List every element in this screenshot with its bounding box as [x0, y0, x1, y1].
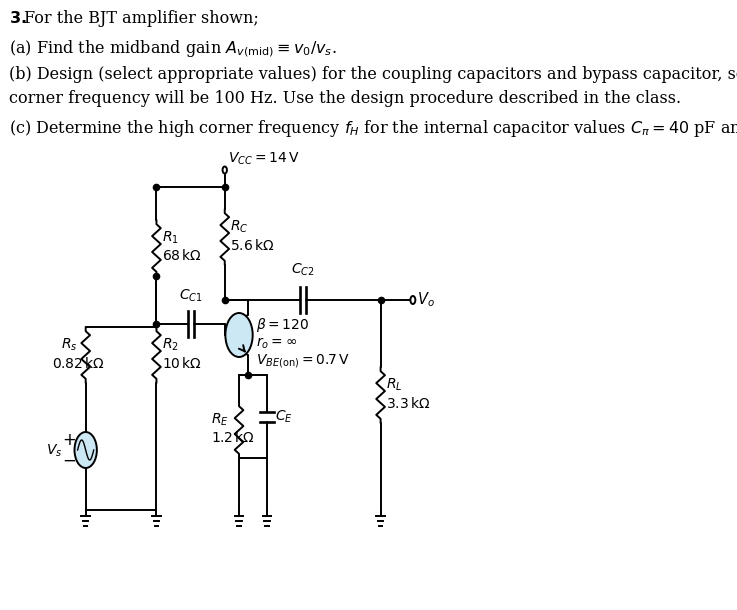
Text: +: +: [63, 431, 77, 449]
Text: $V_s$: $V_s$: [46, 443, 62, 459]
Text: corner frequency will be 100 Hz. Use the design procedure described in the class: corner frequency will be 100 Hz. Use the…: [9, 90, 681, 107]
Text: $10\,\mathrm{k}\Omega$: $10\,\mathrm{k}\Omega$: [162, 356, 202, 370]
Text: $C_{C2}$: $C_{C2}$: [291, 262, 315, 278]
Text: $V_{CC} = 14\,\mathrm{V}$: $V_{CC} = 14\,\mathrm{V}$: [228, 151, 300, 167]
Text: $R_L$: $R_L$: [386, 377, 402, 393]
Circle shape: [226, 313, 253, 357]
Circle shape: [223, 167, 227, 173]
Text: $-$: $-$: [63, 451, 77, 469]
Text: $r_o = \infty$: $r_o = \infty$: [256, 336, 298, 351]
Text: $1.2\,\mathrm{k}\Omega$: $1.2\,\mathrm{k}\Omega$: [211, 431, 255, 445]
Text: $5.6\,\mathrm{k}\Omega$: $5.6\,\mathrm{k}\Omega$: [231, 237, 275, 253]
Text: $V_{BE(\mathrm{on})} = 0.7\,\mathrm{V}$: $V_{BE(\mathrm{on})} = 0.7\,\mathrm{V}$: [256, 352, 350, 370]
Circle shape: [411, 296, 416, 304]
Text: $0.82\,\mathrm{k}\Omega$: $0.82\,\mathrm{k}\Omega$: [52, 356, 105, 370]
Text: $\mathbf{3.}$: $\mathbf{3.}$: [9, 10, 27, 27]
Text: $C_{C1}$: $C_{C1}$: [179, 287, 203, 304]
Text: $V_o$: $V_o$: [417, 290, 435, 309]
Text: $\beta = 120$: $\beta = 120$: [256, 316, 310, 334]
Text: For the BJT amplifier shown;: For the BJT amplifier shown;: [24, 10, 259, 27]
Text: $R_E$: $R_E$: [211, 412, 229, 428]
Text: $3.3\,\mathrm{k}\Omega$: $3.3\,\mathrm{k}\Omega$: [386, 395, 430, 411]
Text: $R_1$: $R_1$: [162, 230, 179, 246]
Text: (a) Find the midband gain $A_{v(\mathrm{mid})} \equiv v_0/v_s$.: (a) Find the midband gain $A_{v(\mathrm{…: [9, 38, 337, 59]
Circle shape: [74, 432, 97, 468]
Text: $R_s$: $R_s$: [61, 337, 77, 353]
Text: (b) Design (select appropriate values) for the coupling capacitors and bypass ca: (b) Design (select appropriate values) f…: [9, 66, 737, 83]
Text: (c) Determine the high corner frequency $f_H$ for the internal capacitor values : (c) Determine the high corner frequency …: [9, 118, 737, 140]
Text: $68\,\mathrm{k}\Omega$: $68\,\mathrm{k}\Omega$: [162, 248, 202, 264]
Text: $C_E$: $C_E$: [275, 408, 293, 425]
Text: $R_2$: $R_2$: [162, 337, 179, 353]
Text: $R_C$: $R_C$: [231, 219, 249, 235]
